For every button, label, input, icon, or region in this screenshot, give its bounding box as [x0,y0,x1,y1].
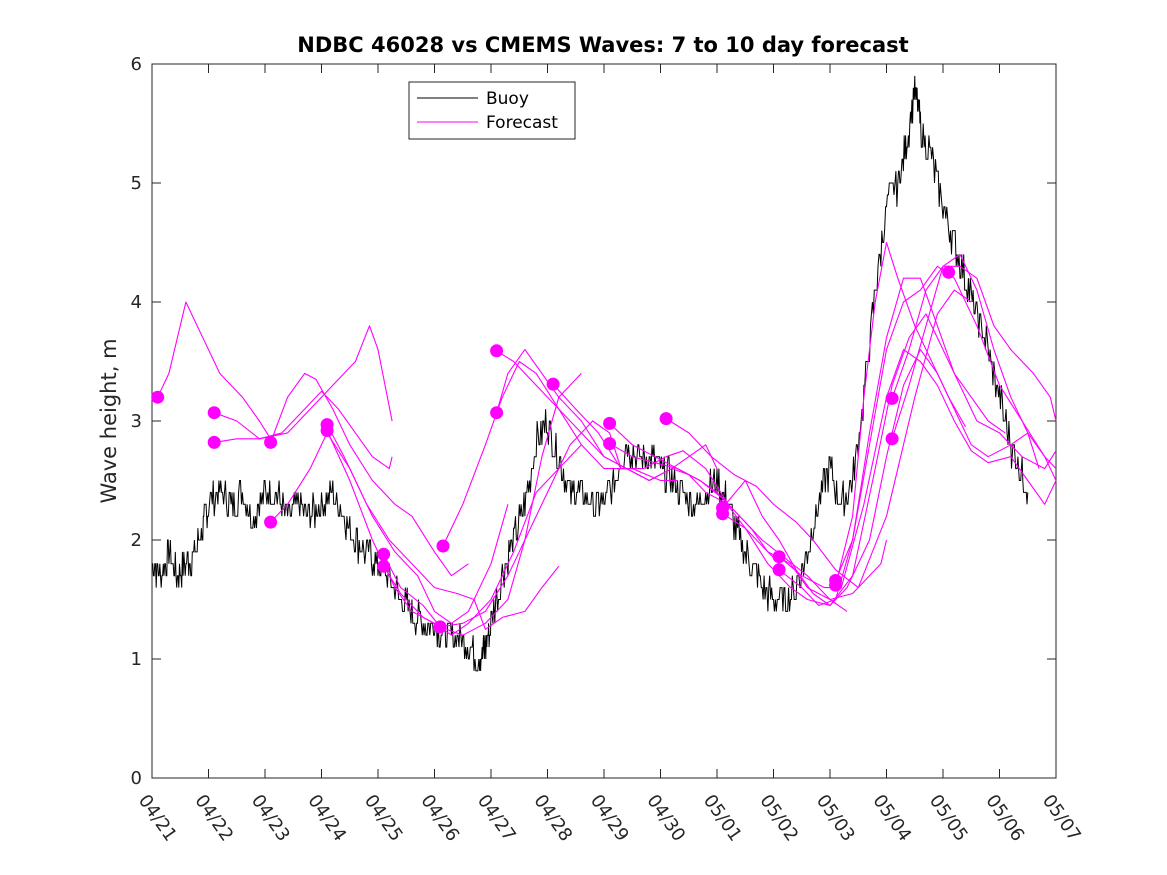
forecast-start-marker [546,377,560,391]
legend: Buoy Forecast [408,81,576,140]
forecast-start-marker [433,620,447,634]
y-tick-label: 1 [131,649,142,670]
plot-area [151,63,1057,779]
buoy-series [152,75,1029,672]
forecast-line-18 [722,349,1040,607]
y-tick-label: 4 [131,292,142,313]
forecast-line-22 [835,241,967,586]
forecast-start-marker [772,563,786,577]
x-tick-label: 05/07 [1038,791,1085,846]
forecast-line-10 [442,360,678,547]
buoy-line [152,75,1029,672]
x-tick-label: 05/05 [925,791,972,846]
x-tick-label: 04/23 [247,791,294,846]
x-tick-label: 05/06 [981,791,1028,846]
forecast-line-7 [326,430,582,636]
forecast-line-23 [891,265,1057,422]
x-tick-label: 04/27 [473,791,520,846]
y-tick-label: 6 [131,54,142,75]
forecast-start-marker [885,391,899,405]
x-tick-label: 04/21 [134,791,181,846]
forecast-line-9 [383,420,622,628]
forecast-start-marker [716,507,730,521]
y-tick-label: 3 [131,411,142,432]
x-tick-label: 05/03 [812,791,859,846]
forecast-line-20 [778,277,1057,607]
y-tick-label: 5 [131,173,142,194]
x-tick-label: 04/29 [586,791,633,846]
forecast-line-8 [383,373,582,636]
forecast-line-17 [722,313,1006,607]
forecast-start-marker [207,406,221,420]
forecast-line-13 [552,383,780,565]
forecast-line-4 [270,372,469,577]
forecast-start-marker [320,424,334,437]
forecast-start-marker [659,412,673,426]
forecast-start-marker [829,578,843,592]
legend-entry-forecast: Forecast [486,113,558,133]
y-tick-label: 0 [131,768,142,789]
forecast-line-14 [609,422,848,612]
forecast-line-24 [891,253,1057,481]
forecast-line-16 [665,289,972,589]
forecast-start-marker [377,547,391,561]
forecast-start-marker [603,416,617,430]
forecast-start-marker [772,550,786,564]
y-axis: 0 1 2 3 4 5 6 [131,54,1056,789]
forecast-line-5 [270,432,509,624]
x-tick-label: 04/24 [303,791,350,846]
x-tick-label: 04/28 [529,791,576,846]
x-tick-label: 05/01 [699,791,746,846]
x-tick-label: 04/22 [190,791,237,846]
forecast-start-marker [264,435,278,449]
forecast-start-marker [490,344,504,358]
y-tick-label: 2 [131,530,142,551]
forecast-line-6 [326,424,560,630]
legend-entry-buoy: Buoy [486,89,529,109]
forecast-line-15 [609,443,888,601]
forecast-start-marker [264,515,278,529]
forecast-series-group [157,241,1057,636]
x-tick-label: 05/04 [868,791,915,846]
x-tick-label: 04/30 [642,791,689,846]
forecast-start-marker [207,435,221,449]
forecast-start-marker [885,432,899,446]
x-tick-label: 04/26 [416,791,463,846]
y-axis-label: Wave height, m [97,338,121,503]
forecast-line-1 [157,301,272,440]
forecast-start-marker [151,390,165,404]
forecast-start-marker [436,539,450,553]
x-tick-label: 04/25 [360,791,407,846]
forecast-start-marker [377,559,391,573]
forecast-line-12 [496,350,729,505]
forecast-line-2 [214,325,393,440]
forecast-start-marker [942,265,956,279]
legend-box [408,81,576,140]
x-tick-label: 05/02 [755,791,802,846]
chart-title: NDBC 46028 vs CMEMS Waves: 7 to 10 day f… [297,33,908,57]
forecast-start-marker [490,406,504,420]
forecast-start-markers [151,265,956,634]
forecast-line-3 [214,390,393,470]
forecast-start-marker [603,437,617,451]
